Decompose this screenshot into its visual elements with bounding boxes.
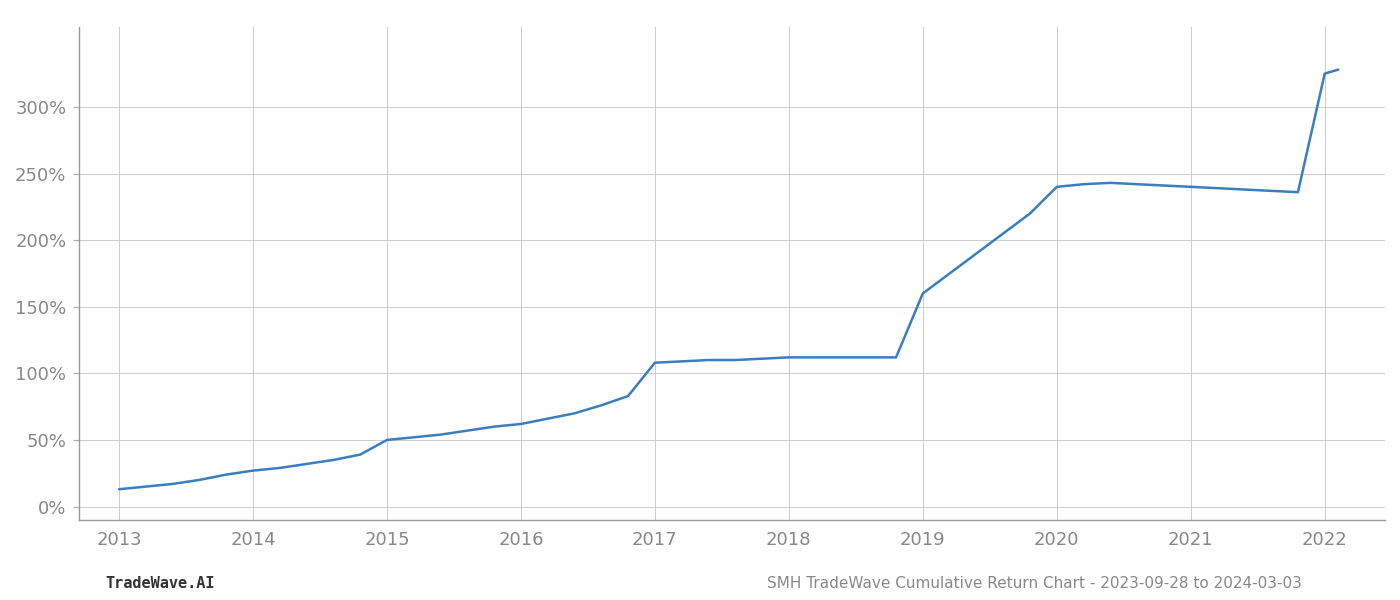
Text: TradeWave.AI: TradeWave.AI <box>105 576 214 591</box>
Text: SMH TradeWave Cumulative Return Chart - 2023-09-28 to 2024-03-03: SMH TradeWave Cumulative Return Chart - … <box>767 576 1302 591</box>
